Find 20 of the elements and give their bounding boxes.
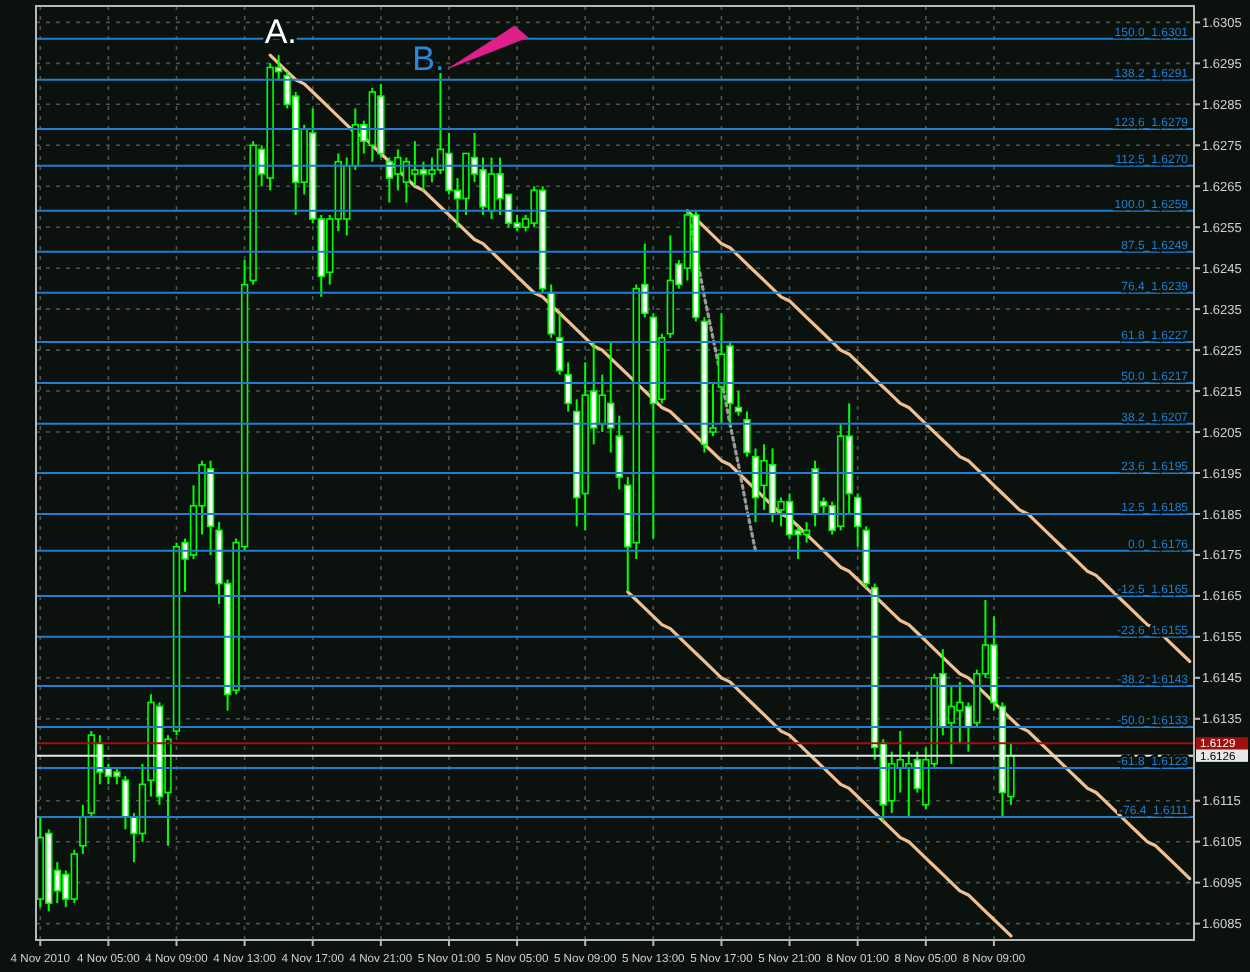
- candlestick: [956, 680, 964, 745]
- candlestick: [496, 156, 504, 216]
- candlestick: [888, 750, 896, 815]
- candlestick: [760, 443, 768, 511]
- annotation: B.: [412, 39, 445, 78]
- candlestick: [717, 312, 726, 425]
- candlestick: [79, 803, 87, 855]
- candlestick: [121, 775, 130, 831]
- candlestick: [487, 156, 496, 221]
- candlestick: [547, 283, 555, 339]
- candlestick: [615, 414, 623, 491]
- line-series: [685, 209, 758, 553]
- line-series: [626, 590, 1013, 938]
- candlestick: [598, 373, 606, 434]
- candlestick: [411, 140, 419, 188]
- candlestick: [462, 152, 470, 216]
- candlestick: [70, 848, 79, 905]
- line-series: [685, 209, 1192, 664]
- candlestick: [811, 459, 819, 528]
- candlestick: [419, 160, 428, 192]
